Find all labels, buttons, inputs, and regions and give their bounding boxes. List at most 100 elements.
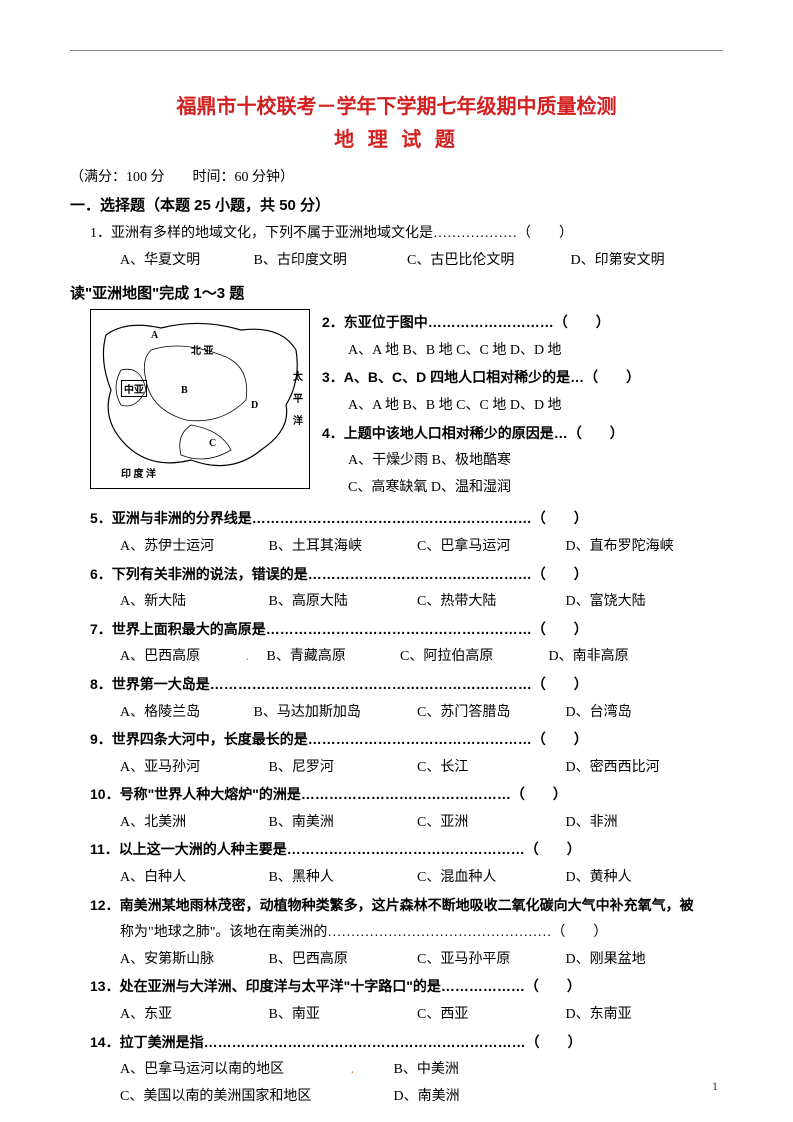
q1-opt-d: D、印第安文明	[571, 248, 665, 275]
q12-opt-b: B、巴西高原	[269, 947, 414, 974]
q5-opt-d: D、直布罗陀海峡	[566, 534, 674, 561]
q1-opt-b: B、古印度文明	[254, 248, 404, 275]
q11-opt-b: B、黑种人	[269, 865, 414, 892]
q3-opt-b: B、B 地	[402, 398, 452, 413]
q2-opt-b: B、B 地	[402, 343, 452, 358]
q4-opt-d: D、温和湿润	[431, 480, 511, 495]
q1-opt-a: A、华夏文明	[120, 248, 250, 275]
orange-dot-icon: ．	[245, 648, 255, 667]
q2-opt-a: A、A 地	[348, 343, 399, 358]
q7-opt-b: B、青藏高原	[267, 644, 397, 671]
q9-opt-c: C、长江	[417, 755, 562, 782]
title-line1: 福鼎市十校联考－学年下学期七年级期中质量检测	[70, 90, 723, 119]
q7-opt-c: C、阿拉伯高原	[400, 644, 545, 671]
q3-options: A、A 地 B、B 地 C、C 地 D、D 地	[322, 393, 723, 420]
q11-opt-c: C、混血种人	[417, 865, 562, 892]
q3-opt-c: C、C 地	[456, 398, 506, 413]
q5-text: 5．亚洲与非洲的分界线是……………………………………………………（ ）	[90, 505, 723, 534]
exam-page: 福鼎市十校联考－学年下学期七年级期中质量检测 地 理 试 题 （满分：100 分…	[0, 0, 793, 1122]
q5-options: A、苏伊士运河 B、土耳其海峡 C、巴拿马运河 D、直布罗陀海峡	[120, 534, 723, 561]
q5-opt-c: C、巴拿马运河	[417, 534, 562, 561]
q11-text: 11．以上这一大洲的人种主要是……………………………………………（ ）	[90, 836, 723, 865]
q11-opt-d: D、黄种人	[566, 865, 632, 892]
q12-opt-c: C、亚马孙平原	[417, 947, 562, 974]
q12-line1: 12．南美洲某地雨林茂密，动植物种类繁多，这片森林不断地吸收二氧化碳向大气中补充…	[90, 892, 723, 921]
q10-text: 10．号称"世界人种大熔炉"的洲是………………………………………（ ）	[90, 781, 723, 810]
q1-options: A、华夏文明 B、古印度文明 C、古巴比伦文明 D、印第安文明	[120, 248, 723, 275]
asia-map-svg	[91, 310, 311, 490]
q11-options: A、白种人 B、黑种人 C、混血种人 D、黄种人	[120, 865, 723, 892]
q6-opt-d: D、富饶大陆	[566, 589, 646, 616]
q3-text: 3．A、B、C、D 四地人口相对稀少的是…（ ）	[322, 369, 640, 385]
q4-opt-c: C、高寒缺氧	[348, 480, 427, 495]
q7-options: A、巴西高原． B、青藏高原 C、阿拉伯高原 D、南非高原	[120, 644, 723, 671]
map-reading-heading: 读"亚洲地图"完成 1～3 题	[70, 282, 723, 303]
map-label-pac3: 洋	[293, 412, 303, 427]
q10-opt-a: A、北美洲	[120, 810, 265, 837]
map-label-pac2: 平	[293, 390, 303, 405]
q8-opt-b: B、马达加斯加岛	[254, 700, 414, 727]
section-1-heading: 一．选择题（本题 25 小题，共 50 分）	[70, 194, 723, 215]
q12-line2: 称为"地球之肺"。该地在南美洲的…………………………………………（ ）	[120, 920, 723, 947]
map-label-pac1: 太	[293, 368, 303, 383]
q9-opt-a: A、亚马孙河	[120, 755, 265, 782]
map-label-B: B	[181, 385, 188, 396]
q14-options-row1: A、巴拿马运河以南的地区． B、中美洲	[120, 1057, 723, 1084]
q1-text: 1．亚洲有多样的地域文化，下列不属于亚洲地域文化是………………（ ）	[90, 221, 723, 248]
q6-text: 6．下列有关非洲的说法，错误的是…………………………………………（ ）	[90, 561, 723, 590]
q10-opt-c: C、亚洲	[417, 810, 562, 837]
q9-opt-d: D、密西西比河	[566, 755, 660, 782]
map-question-row: 北 亚 中亚 太 平 洋 印 度 洋 A B C D 2．东亚位于图中………………	[90, 309, 723, 501]
q4-options: A、干燥少雨 B、极地酷寒	[322, 448, 723, 475]
q10-opt-d: D、非洲	[566, 810, 618, 837]
q8-options: A、格陵兰岛 B、马达加斯加岛 C、苏门答腊岛 D、台湾岛	[120, 700, 723, 727]
q4-text: 4．上题中该地人口相对稀少的原因是…（ ）	[322, 425, 624, 441]
q8-opt-c: C、苏门答腊岛	[417, 700, 562, 727]
q12-opt-d: D、刚果盆地	[566, 947, 646, 974]
q6-opt-c: C、热带大陆	[417, 589, 562, 616]
q6-opt-a: A、新大陆	[120, 589, 265, 616]
map-label-A: A	[151, 330, 158, 341]
map-label-D: D	[251, 400, 258, 411]
asia-map: 北 亚 中亚 太 平 洋 印 度 洋 A B C D	[90, 309, 310, 489]
q8-opt-d: D、台湾岛	[566, 700, 632, 727]
map-label-indian: 印 度 洋	[121, 465, 156, 480]
q7-text: 7．世界上面积最大的高原是…………………………………………………（ ）	[90, 616, 723, 645]
q2-text: 2．东亚位于图中………………………（ ）	[322, 314, 610, 330]
q4-opt-b: B、极地酷寒	[432, 453, 511, 468]
q4-options-2: C、高寒缺氧 D、温和湿润	[322, 475, 723, 502]
map-label-C: C	[209, 438, 216, 449]
q1-opt-c: C、古巴比伦文明	[407, 248, 567, 275]
q10-opt-b: B、南美洲	[269, 810, 414, 837]
q7-opt-a: A、巴西高原	[120, 644, 245, 671]
top-rule	[70, 50, 723, 51]
q11-opt-a: A、白种人	[120, 865, 265, 892]
exam-meta: （满分：100 分 时间：60 分钟）	[70, 166, 723, 186]
title-line2: 地 理 试 题	[70, 123, 723, 152]
q13-text: 13．处在亚洲与大洋洲、印度洋与太平洋"十字路口"的是………………（ ）	[90, 973, 723, 1002]
q7-opt-d: D、南非高原	[549, 644, 629, 671]
q9-opt-b: B、尼罗河	[269, 755, 414, 782]
q13-options: A、东亚 B、南亚 C、西亚 D、东南亚	[120, 1002, 723, 1029]
q3-opt-a: A、A 地	[348, 398, 399, 413]
q13-opt-c: C、西亚	[417, 1002, 562, 1029]
q2-options: A、A 地 B、B 地 C、C 地 D、D 地	[322, 338, 723, 365]
q14-opt-c: C、美国以南的美洲国家和地区	[120, 1084, 390, 1111]
q14-opt-b: B、中美洲	[394, 1057, 459, 1084]
q9-options: A、亚马孙河 B、尼罗河 C、长江 D、密西西比河	[120, 755, 723, 782]
q14-opt-a: A、巴拿马运河以南的地区	[120, 1057, 350, 1084]
q14-text: 14．拉丁美洲是指……………………………………………………………（ ）	[90, 1029, 723, 1058]
q13-opt-b: B、南亚	[269, 1002, 414, 1029]
q10-options: A、北美洲 B、南美洲 C、亚洲 D、非洲	[120, 810, 723, 837]
orange-dot-icon: ．	[350, 1061, 360, 1080]
q2-opt-c: C、C 地	[456, 343, 506, 358]
q8-opt-a: A、格陵兰岛	[120, 700, 250, 727]
q8-text: 8．世界第一大岛是……………………………………………………………（ ）	[90, 671, 723, 700]
map-questions: 2．东亚位于图中………………………（ ） A、A 地 B、B 地 C、C 地 D…	[322, 309, 723, 501]
map-label-northasia: 北 亚	[191, 342, 214, 357]
page-number: 1	[712, 1079, 718, 1094]
q6-opt-b: B、高原大陆	[269, 589, 414, 616]
q14-opt-d: D、南美洲	[394, 1084, 460, 1111]
q12-opt-a: A、安第斯山脉	[120, 947, 265, 974]
q14-options-row2: C、美国以南的美洲国家和地区 D、南美洲	[120, 1084, 723, 1111]
